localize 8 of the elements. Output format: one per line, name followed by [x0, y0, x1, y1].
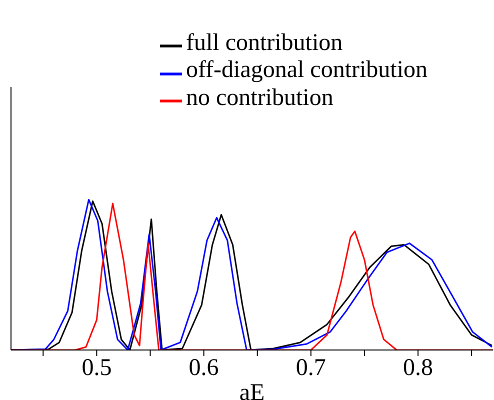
x-axis-title: aE — [239, 380, 265, 400]
x-tick-label: 0.6 — [188, 355, 219, 382]
x-tick-label: 0.5 — [82, 355, 112, 382]
x-tick-label: 0.8 — [403, 355, 434, 382]
x-tick-label: 0.7 — [296, 355, 326, 382]
legend-label: no contribution — [186, 84, 334, 111]
legend-label: off-diagonal contribution — [186, 57, 428, 84]
legend-label: full contribution — [186, 30, 343, 56]
